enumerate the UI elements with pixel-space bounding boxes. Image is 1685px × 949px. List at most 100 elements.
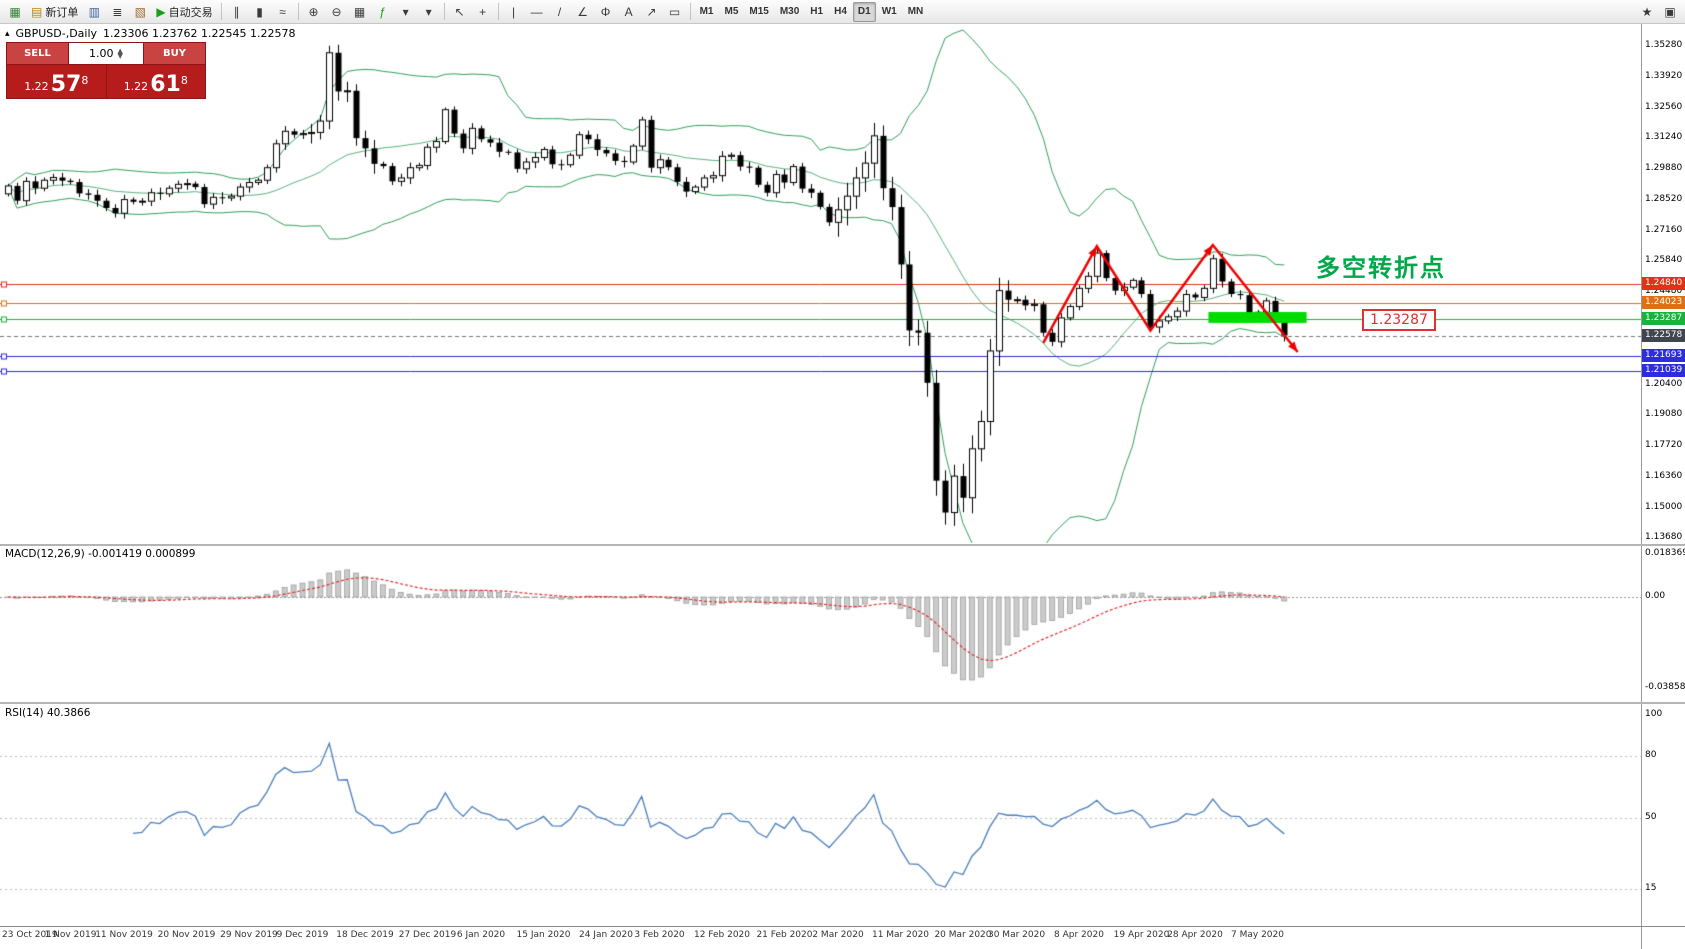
timeframe-mn[interactable]: MN xyxy=(903,2,929,22)
date-axis-label: 1 Nov 2019 xyxy=(44,930,97,940)
current-price-tag: 1.22578 xyxy=(1642,328,1685,342)
buy-price[interactable]: 1.22 61 8 xyxy=(106,65,205,98)
autotrading-button[interactable]: ▶ 自动交易 xyxy=(152,2,216,22)
tile-windows-button[interactable]: ▦ xyxy=(349,2,371,22)
timeframe-w1[interactable]: W1 xyxy=(877,2,902,22)
indicators-button[interactable]: ƒ xyxy=(372,2,394,22)
price-axis-label: 1.31240 xyxy=(1645,132,1683,143)
date-axis-label: 7 May 2020 xyxy=(1231,930,1284,940)
shapes-button-icon: ▭ xyxy=(668,4,681,19)
indicators-button-icon: ƒ xyxy=(379,4,386,19)
timeframe-h4[interactable]: H4 xyxy=(829,2,852,22)
buy-button[interactable]: BUY xyxy=(144,43,205,64)
rsi-axis-label: 100 xyxy=(1645,709,1663,719)
new-order-button-label: 新订单 xyxy=(45,6,79,19)
text-button[interactable]: A xyxy=(618,2,640,22)
price-axis-label: 1.19080 xyxy=(1645,409,1683,420)
panel-separator-rsi[interactable] xyxy=(0,702,1685,704)
trendline-button[interactable]: / xyxy=(549,2,571,22)
rsi-indicator-label: RSI(14) 40.3866 xyxy=(5,707,91,719)
new-order-button[interactable]: ▤ 新订单 xyxy=(27,2,82,22)
channel-button[interactable]: ∠ xyxy=(572,2,594,22)
date-axis-label: 24 Jan 2020 xyxy=(578,930,633,940)
price-axis-label: 1.35280 xyxy=(1645,40,1683,51)
toolbar: ▦ ▤ 新订单 ▥ ≣ ▧ ▶ 自动交易 ∥ ▮ ≈ ⊕ ⊖ ▦ ƒ ▾ ▾ ↖ + | — / ∠ Φ A ↗ ▭ M1 M5 M15 M… xyxy=(0,0,1685,24)
fibonacci-button[interactable]: Φ xyxy=(595,2,617,22)
date-axis-label: 3 Feb 2020 xyxy=(634,930,685,940)
date-axis-label: 11 Mar 2020 xyxy=(871,930,930,940)
sell-price[interactable]: 1.22 57 8 xyxy=(7,65,106,98)
market-watch-button[interactable]: ≣ xyxy=(106,2,128,22)
bar-chart-button[interactable]: ∥ xyxy=(226,2,248,22)
new-chart-button-icon: ▦ xyxy=(9,4,21,19)
date-axis-label: 28 Apr 2020 xyxy=(1167,930,1223,940)
timeframe-d1[interactable]: D1 xyxy=(852,1,876,22)
cursor-button-icon: ↖ xyxy=(454,4,465,19)
timeframe-h1[interactable]: H1 xyxy=(805,2,828,22)
price-tag-1.21693: 1.21693 xyxy=(1642,348,1685,362)
new-order-button-icon: ▤ xyxy=(31,4,43,19)
price-tag-1.23287: 1.23287 xyxy=(1642,312,1685,326)
toolbar-separator xyxy=(297,3,299,20)
zoom-in-button[interactable]: ⊕ xyxy=(303,2,325,22)
chart-icon: ▴ xyxy=(5,28,10,39)
timeframe-m5[interactable]: M5 xyxy=(719,2,743,22)
date-axis-label: 15 Jan 2020 xyxy=(516,930,571,940)
arrow-tools-button[interactable]: ↗ xyxy=(641,2,663,22)
data-window-button[interactable]: ▧ xyxy=(129,2,151,22)
market-watch-button-icon: ≣ xyxy=(112,4,123,19)
date-axis-label: 2 Mar 2020 xyxy=(812,930,864,940)
cursor-button[interactable]: ↖ xyxy=(449,2,471,22)
date-axis-label: 23 Oct 2019 xyxy=(2,930,58,940)
price-axis-label: 1.17720 xyxy=(1645,440,1683,451)
volume-spinner[interactable]: ▲ ▼ xyxy=(117,46,123,60)
one-click-trading-panel: SELL 1.00 ▲ ▼ BUY 1.22 57 8 1.22 61 8 xyxy=(6,42,206,99)
price-axis-label: 1.29880 xyxy=(1645,163,1683,174)
chart-properties-button[interactable]: ▣ xyxy=(1659,2,1681,22)
shapes-button[interactable]: ▭ xyxy=(664,2,686,22)
zoom-out-button[interactable]: ⊖ xyxy=(326,2,348,22)
vertical-line-button[interactable]: | xyxy=(503,2,525,22)
date-axis-label: 11 Nov 2019 xyxy=(95,930,153,940)
price-axis-label: 1.16360 xyxy=(1645,471,1683,482)
zoom-in-button-icon: ⊕ xyxy=(308,4,319,19)
volume-down-icon[interactable]: ▼ xyxy=(117,51,123,60)
volume-value[interactable]: 1.00 xyxy=(89,47,114,60)
templates-dropdown[interactable]: ▾ xyxy=(418,2,440,22)
volume-up-icon[interactable]: ▲ xyxy=(117,46,123,55)
price-tag-1.24840: 1.24840 xyxy=(1642,277,1685,291)
horizontal-line-button[interactable]: — xyxy=(526,2,548,22)
periods-dropdown[interactable]: ▾ xyxy=(395,2,417,22)
line-chart-button[interactable]: ≈ xyxy=(272,2,294,22)
zoom-out-button-icon: ⊖ xyxy=(331,4,342,19)
price-axis-label: 1.15000 xyxy=(1645,501,1683,512)
trendline-button-icon: / xyxy=(557,4,562,19)
favorites-button[interactable]: ★ xyxy=(1636,2,1658,22)
price-axis-label: 1.13680 xyxy=(1645,532,1683,543)
chart-canvas[interactable] xyxy=(0,24,1641,949)
timeframe-m1[interactable]: M1 xyxy=(695,2,719,22)
candlestick-chart-button[interactable]: ▮ xyxy=(249,2,271,22)
templates-dropdown-icon: ▾ xyxy=(425,4,432,19)
chart-window: 1.35280 1.33920 1.32560 1.31240 1.29880 1.285… xyxy=(0,24,1685,949)
price-axis-label: 1.27160 xyxy=(1645,225,1683,236)
data-window-button-icon: ▧ xyxy=(134,4,147,19)
horizontal-line-button-icon: — xyxy=(530,4,543,19)
price-axis-label: 1.28520 xyxy=(1645,194,1683,205)
profiles-button[interactable]: ▥ xyxy=(83,2,105,22)
volume-input[interactable]: 1.00 ▲ ▼ xyxy=(69,43,143,64)
timeframe-m15[interactable]: M15 xyxy=(744,2,773,22)
panel-separator-macd[interactable] xyxy=(0,544,1685,546)
price-axis-label: 1.24480 xyxy=(1645,286,1683,297)
timeframe-m30[interactable]: M30 xyxy=(775,2,804,22)
sell-price-sup: 8 xyxy=(81,74,89,87)
date-axis-label: 20 Mar 2020 xyxy=(934,930,992,940)
new-chart-button[interactable]: ▦ xyxy=(4,2,26,22)
toolbar-separator xyxy=(689,3,691,20)
crosshair-button[interactable]: + xyxy=(472,2,494,22)
price-axis-label: 1.20400 xyxy=(1645,379,1683,390)
date-axis-label: 27 Dec 2019 xyxy=(398,930,457,940)
sell-button[interactable]: SELL xyxy=(7,43,68,64)
macd-axis-label: 0.00 xyxy=(1645,591,1666,601)
chart-title: ▴ GBPUSD-,Daily 1.23306 1.23762 1.22545 … xyxy=(5,27,296,40)
